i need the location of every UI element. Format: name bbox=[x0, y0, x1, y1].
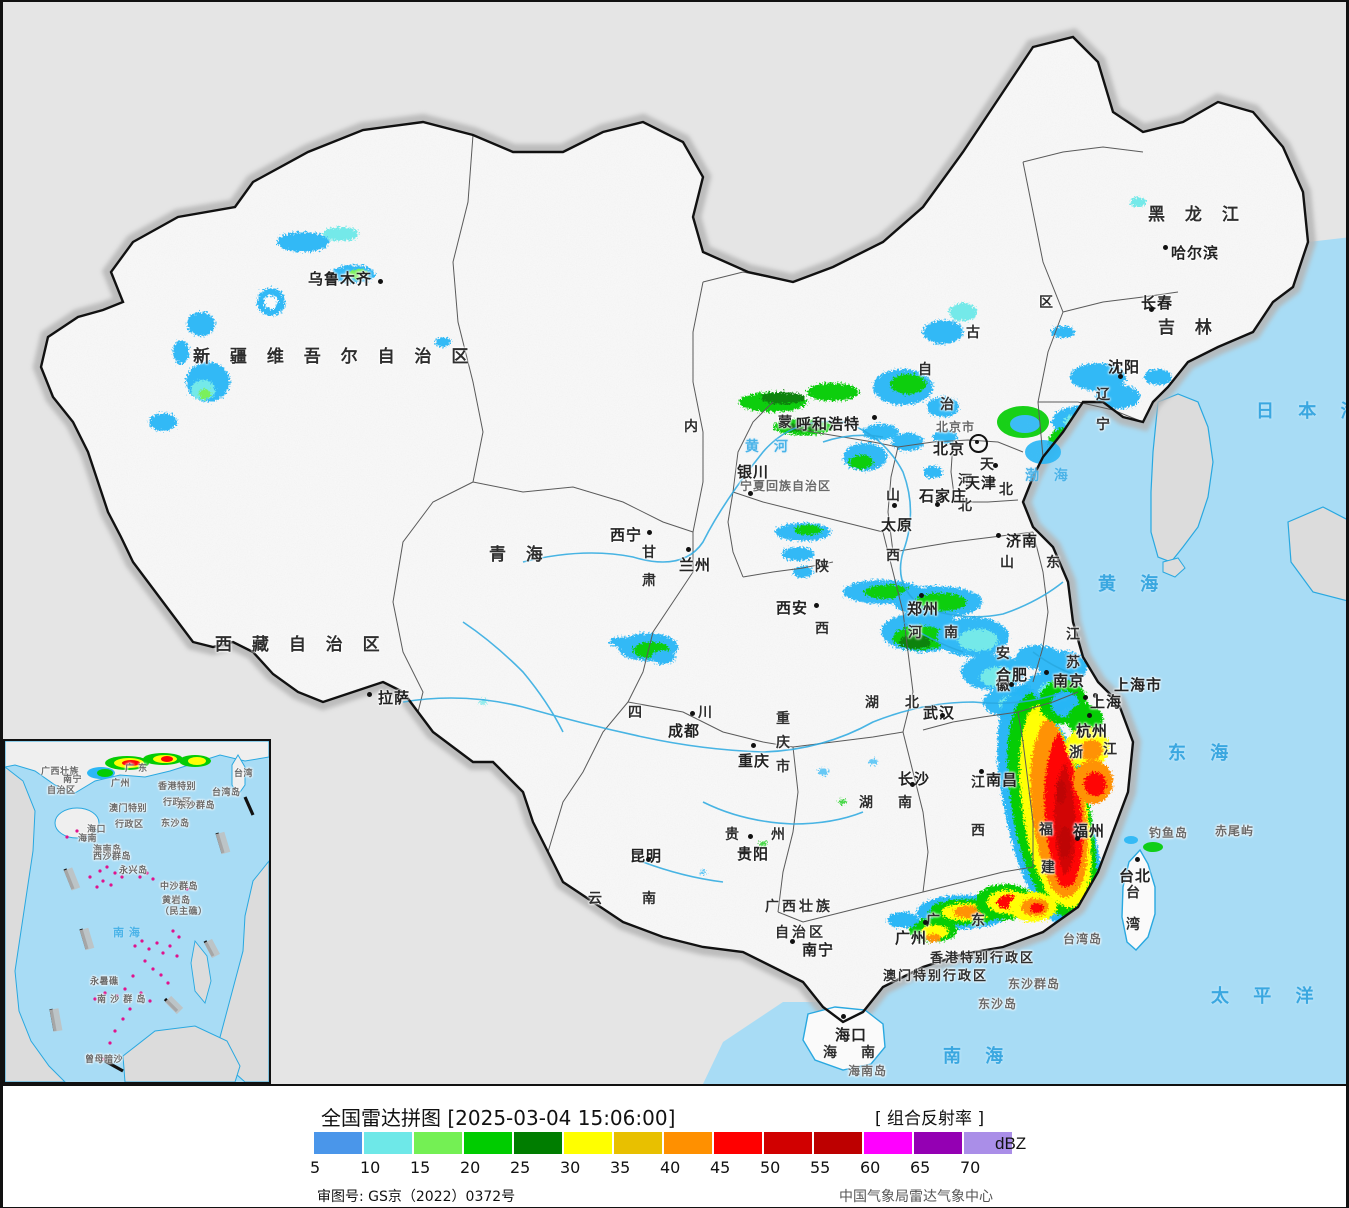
colorbar-tick-5: 5 bbox=[310, 1158, 321, 1177]
rivers-layer bbox=[402, 420, 1074, 883]
colorbar-swatch-65 bbox=[914, 1132, 962, 1154]
colorbar-swatch-20 bbox=[464, 1132, 512, 1154]
colorbar-swatch-70 bbox=[964, 1132, 1012, 1154]
colorbar-unit-label: dBZ bbox=[995, 1134, 1027, 1153]
colorbar-swatch-30 bbox=[564, 1132, 612, 1154]
colorbar-tick-50: 50 bbox=[760, 1158, 781, 1177]
south-china-sea-inset[interactable]: 广西壮族 自治区 南宁广 东广州 台湾 台湾岛 香港特别 行政区 澳门特别 行政区 东沙群岛 东沙岛… bbox=[3, 739, 271, 1084]
hainan-island bbox=[802, 1006, 886, 1071]
colorbar-tick-65: 65 bbox=[910, 1158, 931, 1177]
neighbor-landmass-layer bbox=[1150, 393, 1346, 602]
radar-echo-layer bbox=[149, 197, 1172, 942]
issuing-agency: 中国气象局雷达气象中心 bbox=[839, 1189, 993, 1205]
colorbar-swatch-15 bbox=[414, 1132, 462, 1154]
radar-map-panel[interactable]: 新 疆 维 吾 尔 自 治 区西 藏 自 治 区青 海甘肃内蒙古自治区宁夏回族自… bbox=[3, 2, 1346, 1084]
colorbar-tick-40: 40 bbox=[660, 1158, 681, 1177]
colorbar-tick-70: 70 bbox=[960, 1158, 981, 1177]
colorbar-swatch-60 bbox=[864, 1132, 912, 1154]
colorbar-tick-labels: 5 10 15 20 25 30 35 40 45 50 55 60 65 70 bbox=[310, 1158, 1014, 1180]
colorbar-tick-20: 20 bbox=[460, 1158, 481, 1177]
colorbar-tick-35: 35 bbox=[610, 1158, 631, 1177]
legend-panel: 全国雷达拼图 [2025-03-04 15:06:00] [ 组合反射率 ] d… bbox=[3, 1084, 1346, 1208]
colorbar-tick-55: 55 bbox=[810, 1158, 831, 1177]
colorbar-swatch-40 bbox=[664, 1132, 712, 1154]
colorbar-tick-10: 10 bbox=[360, 1158, 381, 1177]
colorbar-swatch-25 bbox=[514, 1132, 562, 1154]
legend-product-type: [ 组合反射率 ] bbox=[875, 1109, 985, 1129]
colorbar-tick-30: 30 bbox=[560, 1158, 581, 1177]
colorbar-swatch-55 bbox=[814, 1132, 862, 1154]
colorbar-swatch-5 bbox=[314, 1132, 362, 1154]
colorbar-swatch-10 bbox=[364, 1132, 412, 1154]
legend-title: 全国雷达拼图 [2025-03-04 15:06:00] bbox=[321, 1106, 676, 1130]
colorbar-tick-25: 25 bbox=[510, 1158, 531, 1177]
colorbar-tick-45: 45 bbox=[710, 1158, 731, 1177]
province-boundaries bbox=[392, 134, 1179, 923]
map-approval-number: 审图号: GS京（2022）0372号 bbox=[317, 1189, 516, 1205]
colorbar-swatch-50 bbox=[764, 1132, 812, 1154]
colorbar-swatch-45 bbox=[714, 1132, 762, 1154]
colorbar-swatch-35 bbox=[614, 1132, 662, 1154]
inset-map bbox=[5, 741, 269, 1082]
dbz-colorbar bbox=[314, 1132, 1014, 1154]
colorbar-tick-60: 60 bbox=[860, 1158, 881, 1177]
colorbar-tick-15: 15 bbox=[410, 1158, 431, 1177]
